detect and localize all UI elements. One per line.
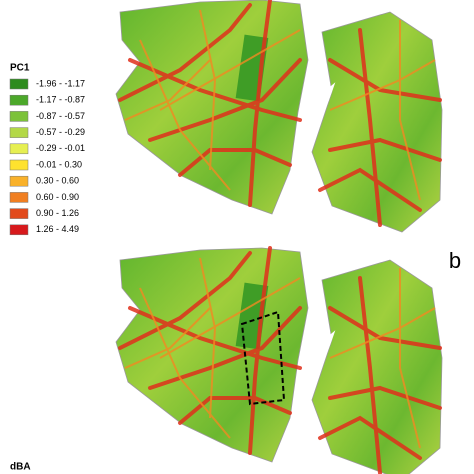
legend2-title: dBA xyxy=(10,462,31,473)
study-area-outline xyxy=(240,310,286,406)
legend-swatch xyxy=(9,175,29,187)
legend-swatch xyxy=(9,159,29,171)
legend-label: 0.90 - 1.26 xyxy=(36,208,79,218)
legend-label: 0.30 - 0.60 xyxy=(36,176,79,186)
legend-label: 0.60 - 0.90 xyxy=(36,192,79,202)
legend-swatch xyxy=(9,111,29,122)
legend-label: -0.57 - -0.29 xyxy=(36,127,85,137)
legend-label: -0.87 - -0.57 xyxy=(36,111,85,121)
panel-label: b xyxy=(449,248,461,273)
legend-label: -0.29 - -0.01 xyxy=(36,143,85,153)
legend-title: PC1 xyxy=(10,63,30,74)
legend-swatch xyxy=(9,127,29,138)
legend-label: -0.01 - 0.30 xyxy=(36,159,82,169)
legend-label: 1.26 - 4.49 xyxy=(36,224,79,234)
legend-label: -1.96 - -1.17 xyxy=(36,78,85,88)
legend-swatch xyxy=(9,192,29,203)
legend-swatch xyxy=(9,94,29,106)
legend-swatch xyxy=(9,143,29,155)
legend-label: -1.17 - -0.87 xyxy=(36,95,85,105)
map-bottom xyxy=(116,248,442,474)
legend-swatch xyxy=(9,208,29,219)
legend-swatch xyxy=(9,78,29,90)
legend-swatch xyxy=(9,224,29,236)
map-top xyxy=(116,0,442,232)
